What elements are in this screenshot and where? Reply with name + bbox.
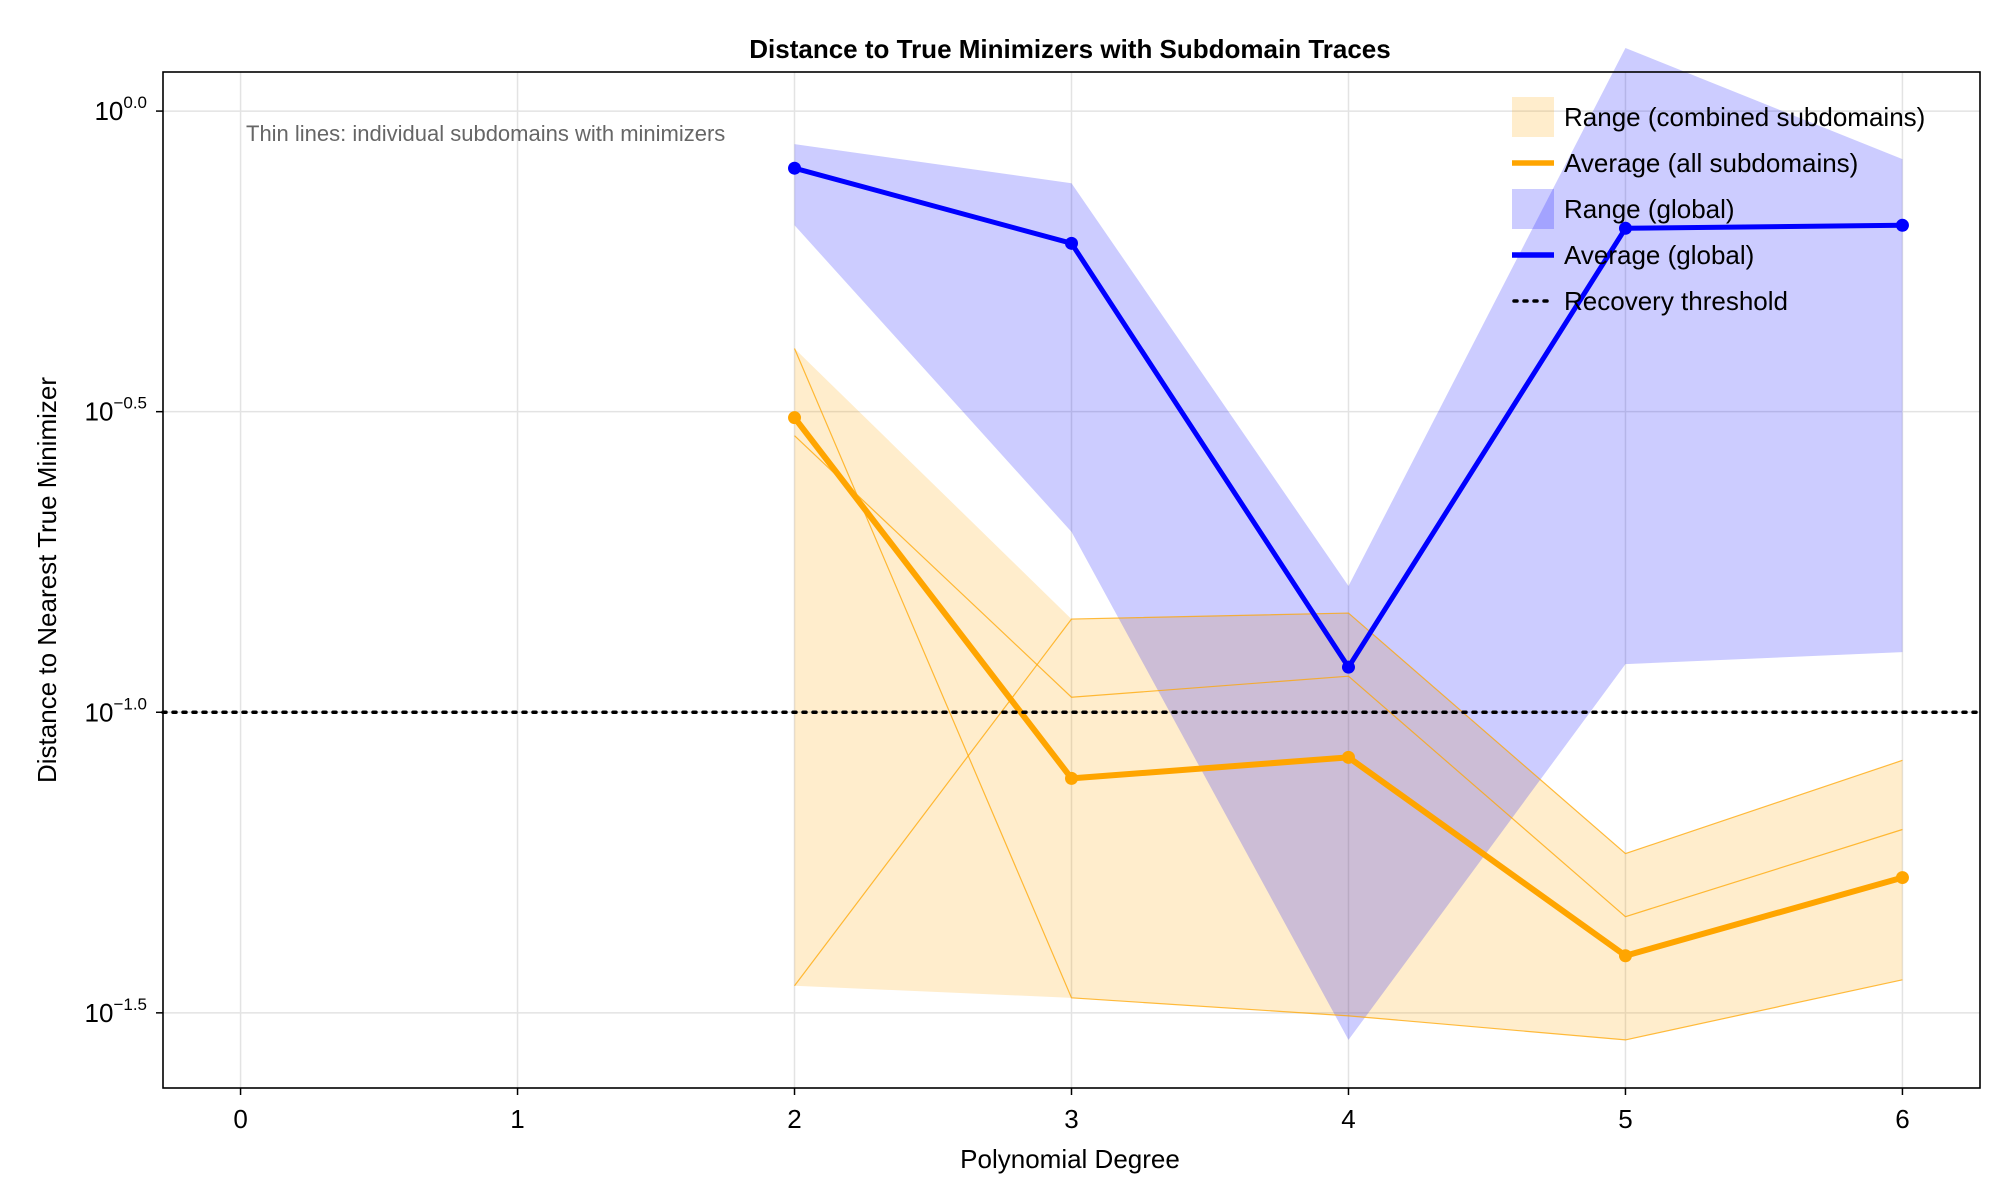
legend-label: Recovery threshold — [1564, 286, 1788, 316]
annotation-note: Thin lines: individual subdomains with m… — [246, 121, 725, 146]
chart-title: Distance to True Minimizers with Subdoma… — [749, 34, 1390, 64]
global-range-band — [794, 47, 1903, 1040]
legend-label: Average (all subdomains) — [1564, 148, 1858, 178]
x-tick-label: 1 — [510, 1104, 524, 1134]
y-tick-exponent: −1.0 — [113, 694, 147, 713]
x-tick-label: 0 — [233, 1104, 247, 1134]
y-tick-exponent: −1.5 — [113, 995, 147, 1014]
global-average-point — [1618, 221, 1632, 235]
y-tick-exponent: 0.0 — [123, 93, 147, 112]
subdomain-average-point — [1065, 771, 1078, 785]
global-average-point — [1895, 218, 1909, 232]
legend: Range (combined subdomains) Average (all … — [1512, 97, 1925, 316]
legend-swatch-band — [1512, 189, 1554, 229]
y-tick-base: 10 — [85, 397, 114, 427]
combined-range-band — [794, 348, 1903, 1040]
x-tick-label: 4 — [1341, 1104, 1355, 1134]
y-tick-base: 10 — [85, 998, 114, 1028]
x-axis-label: Polynomial Degree — [960, 1144, 1180, 1174]
legend-label: Average (global) — [1564, 240, 1754, 270]
x-tick-label: 6 — [1895, 1104, 1909, 1134]
global-average-point — [1341, 660, 1355, 674]
legend-swatch-band — [1512, 97, 1554, 137]
y-tick-exponent: −0.5 — [113, 394, 147, 413]
y-tick-base: 10 — [85, 697, 114, 727]
y-tick-base: 10 — [94, 96, 123, 126]
x-tick-label: 5 — [1618, 1104, 1632, 1134]
average-lines — [788, 161, 1909, 963]
y-tick-label: 10−0.5 — [85, 394, 147, 427]
subdomain-average-point — [788, 411, 802, 425]
legend-label: Range (combined subdomains) — [1564, 102, 1925, 132]
x-tick-label: 3 — [1064, 1104, 1078, 1134]
subdomain-trace-line — [794, 435, 1903, 918]
subdomain-average-point — [1618, 949, 1632, 963]
y-tick-label: 10−1.0 — [85, 694, 147, 727]
global-average-point — [788, 161, 802, 175]
subdomain-average-point — [1895, 871, 1909, 885]
y-axis-label: Distance to Nearest True Minimizer — [32, 377, 62, 783]
legend-label: Range (global) — [1564, 194, 1735, 224]
global-average-point — [1065, 236, 1078, 250]
y-tick-label: 10−1.5 — [85, 995, 147, 1028]
subdomain-average-point — [1341, 750, 1355, 764]
subdomain-trace-line — [793, 348, 1903, 1041]
subdomain-trace-line — [794, 612, 1903, 987]
x-axis-ticks: 0 1 2 3 4 5 6 — [233, 1088, 1910, 1134]
range-bands — [794, 47, 1903, 1040]
y-tick-label: 100.0 — [94, 93, 147, 126]
subdomain-traces — [793, 348, 1903, 1041]
x-tick-label: 2 — [787, 1104, 801, 1134]
